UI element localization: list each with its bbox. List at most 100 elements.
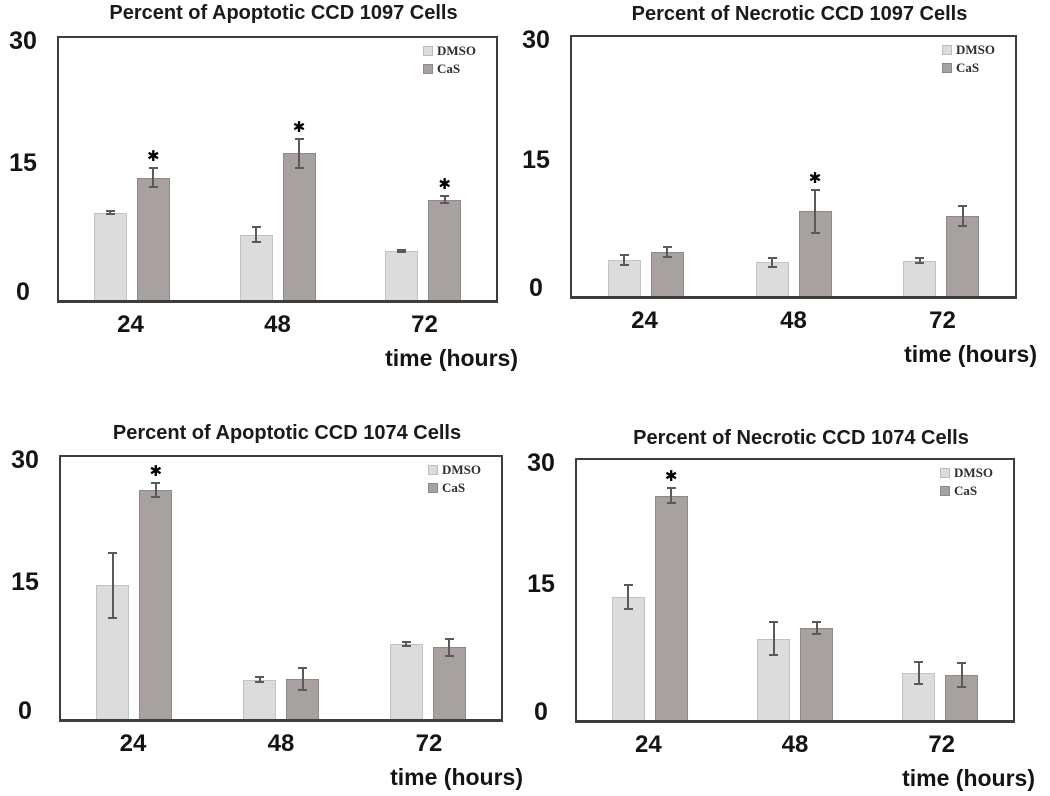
bar-cas-72h: [946, 215, 980, 296]
chart-apoptotic-ccd-1097: Percent of Apoptotic CCD 1097 Cells 30 1…: [0, 0, 525, 398]
x-tick-72: 72: [415, 730, 443, 757]
x-axis-ticks: 24 48 72: [59, 730, 503, 758]
error-bar-cap: [619, 263, 629, 266]
significance-asterisk: ✱: [149, 462, 163, 481]
legend-swatch-cas: [423, 64, 433, 74]
legend-item-dmso: DMSO: [428, 462, 481, 478]
error-bar: [255, 225, 257, 244]
legend-item-cas: CaS: [942, 60, 979, 76]
chart-apoptotic-ccd-1074: Percent of Apoptotic CCD 1074 Cells 30 1…: [0, 398, 525, 796]
y-tick-30: 30: [9, 27, 37, 55]
bar-cas-24h: [650, 251, 684, 296]
legend-swatch-dmso: [428, 465, 438, 475]
error-bar: [917, 661, 920, 686]
bar-cas-72h: [428, 199, 462, 300]
error-bar: [918, 257, 921, 265]
legend-item-cas: CaS: [428, 480, 465, 496]
legend-label-cas: CaS: [956, 60, 980, 75]
error-bar-cap: [623, 607, 633, 610]
error-bar-cap: [148, 167, 158, 170]
x-tick-24: 24: [119, 730, 147, 757]
error-bar-cap: [958, 204, 968, 207]
x-axis-title: time (hours): [902, 765, 1035, 791]
error-bar-cap: [957, 661, 967, 664]
bar-cas-24h: [136, 177, 170, 300]
legend-label-dmso: DMSO: [956, 42, 995, 57]
error-bar: [405, 641, 408, 647]
significance-asterisk: ✱: [147, 147, 160, 166]
error-bar: [815, 621, 818, 636]
legend-item-cas: CaS: [940, 483, 977, 499]
bar-dmso-48h: [239, 234, 273, 300]
error-bar: [400, 248, 403, 254]
error-bar-cap: [397, 248, 407, 251]
x-axis-ticks: 24 48 72: [570, 307, 1017, 335]
error-bar: [152, 167, 155, 189]
error-bar: [109, 210, 112, 216]
y-tick-30: 30: [11, 446, 39, 474]
legend-label-cas: CaS: [954, 483, 978, 498]
chart-title: Percent of Apoptotic CCD 1097 Cells: [109, 2, 458, 24]
error-bar: [772, 621, 775, 656]
error-bar-cap: [105, 213, 115, 216]
error-bar-cap: [957, 685, 967, 688]
y-tick-15: 15: [11, 567, 39, 596]
x-tick-48: 48: [267, 730, 295, 757]
bar-cas-72h: [432, 647, 466, 719]
error-bar-cap: [108, 616, 118, 619]
legend-swatch-dmso: [940, 468, 950, 478]
error-bar-cap: [251, 241, 261, 244]
error-bar-cap: [810, 231, 820, 234]
legend-swatch-dmso: [423, 46, 433, 56]
error-bar-cap: [294, 167, 304, 169]
y-tick-0: 0: [529, 274, 543, 302]
x-tick-48: 48: [780, 307, 807, 334]
x-axis-ticks: 24 48 72: [575, 731, 1015, 759]
plot-area: DMSO CaS ✱: [575, 458, 1015, 723]
error-bar-cap: [810, 188, 820, 191]
error-bar: [670, 486, 673, 505]
error-bar-cap: [444, 637, 454, 640]
error-bar-cap: [812, 621, 821, 624]
x-axis-title: time (hours): [904, 341, 1037, 367]
error-bar-cap: [397, 251, 407, 254]
error-bar: [111, 552, 114, 619]
error-bar: [448, 637, 451, 657]
x-tick-24: 24: [631, 307, 658, 334]
legend: DMSO CaS: [942, 42, 995, 76]
error-bar: [814, 188, 816, 234]
error-bar: [154, 482, 157, 499]
x-tick-72: 72: [928, 731, 956, 758]
error-bar-cap: [769, 621, 778, 624]
legend: DMSO CaS: [940, 465, 993, 499]
x-tick-24: 24: [117, 311, 144, 338]
legend-swatch-dmso: [942, 45, 952, 55]
legend-label-dmso: DMSO: [437, 43, 476, 58]
error-bar: [627, 583, 630, 610]
x-axis-ticks: 24 48 72: [57, 311, 498, 339]
error-bar-cap: [151, 496, 161, 499]
chart-necrotic-ccd-1074: Percent of Necrotic CCD 1074 Cells 30 15…: [525, 398, 1050, 796]
significance-asterisk: ✱: [438, 175, 451, 194]
legend-label-cas: CaS: [437, 61, 461, 76]
error-bar-cap: [666, 502, 676, 505]
legend-item-dmso: DMSO: [942, 42, 995, 58]
error-bar-cap: [298, 689, 307, 692]
bar-cas-24h: [139, 490, 173, 719]
legend-swatch-cas: [942, 63, 952, 73]
error-bar-cap: [619, 253, 629, 256]
y-tick-0: 0: [18, 697, 32, 725]
bar-cas-24h: [654, 495, 688, 720]
error-bar: [298, 137, 300, 169]
y-tick-15: 15: [9, 148, 37, 177]
bar-dmso-24h: [93, 212, 127, 300]
chart-title: Percent of Necrotic CCD 1097 Cells: [631, 3, 968, 25]
bar-dmso-72h: [389, 643, 423, 719]
y-tick-15: 15: [527, 569, 555, 598]
error-bar-cap: [914, 661, 924, 664]
error-bar-cap: [255, 681, 264, 684]
error-bar-cap: [767, 265, 777, 268]
legend-item-dmso: DMSO: [940, 465, 993, 481]
y-tick-0: 0: [534, 698, 548, 726]
x-axis-title: time (hours): [390, 764, 523, 790]
